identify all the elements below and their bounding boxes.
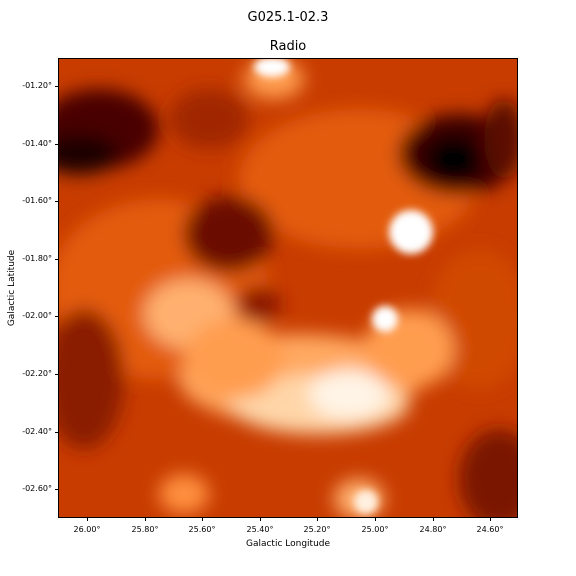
- xtick-label: 24.80°: [419, 525, 447, 534]
- ytick-mark: [55, 144, 58, 145]
- xtick-label: 25.40°: [246, 525, 274, 534]
- ytick-label: -01.20°: [22, 81, 52, 90]
- xtick-label: 26.00°: [73, 525, 101, 534]
- ytick-label: -01.80°: [22, 254, 52, 263]
- xtick-label: 24.60°: [476, 525, 504, 534]
- xtick-mark: [317, 518, 318, 521]
- xtick-label: 25.20°: [303, 525, 331, 534]
- xtick-label: 25.80°: [131, 525, 159, 534]
- radio-image-panel: [58, 58, 518, 518]
- xtick-mark: [433, 518, 434, 521]
- ytick-label: -01.60°: [22, 196, 52, 205]
- xtick-label: 25.60°: [188, 525, 216, 534]
- xtick-label: 25.00°: [361, 525, 389, 534]
- ytick-label: -02.40°: [22, 427, 52, 436]
- panel-title: Radio: [269, 39, 307, 54]
- xtick-mark: [375, 518, 376, 521]
- ytick-mark: [55, 432, 58, 433]
- ytick-mark: [55, 86, 58, 87]
- ytick-label: -02.20°: [22, 369, 52, 378]
- ytick-mark: [55, 259, 58, 260]
- figure-title: G025.1-02.3: [247, 10, 329, 25]
- xtick-mark: [202, 518, 203, 521]
- ytick-label: -02.60°: [22, 484, 52, 493]
- xtick-mark: [145, 518, 146, 521]
- x-axis-label: Galactic Longitude: [245, 539, 331, 549]
- ytick-mark: [55, 374, 58, 375]
- ytick-mark: [55, 201, 58, 202]
- ytick-mark: [55, 489, 58, 490]
- ytick-mark: [55, 316, 58, 317]
- xtick-mark: [490, 518, 491, 521]
- y-axis-label: Galactic Latitude: [7, 249, 17, 327]
- ytick-label: -02.00°: [22, 311, 52, 320]
- ytick-label: -01.40°: [22, 139, 52, 148]
- xtick-mark: [260, 518, 261, 521]
- xtick-mark: [87, 518, 88, 521]
- radio-image: [59, 59, 517, 517]
